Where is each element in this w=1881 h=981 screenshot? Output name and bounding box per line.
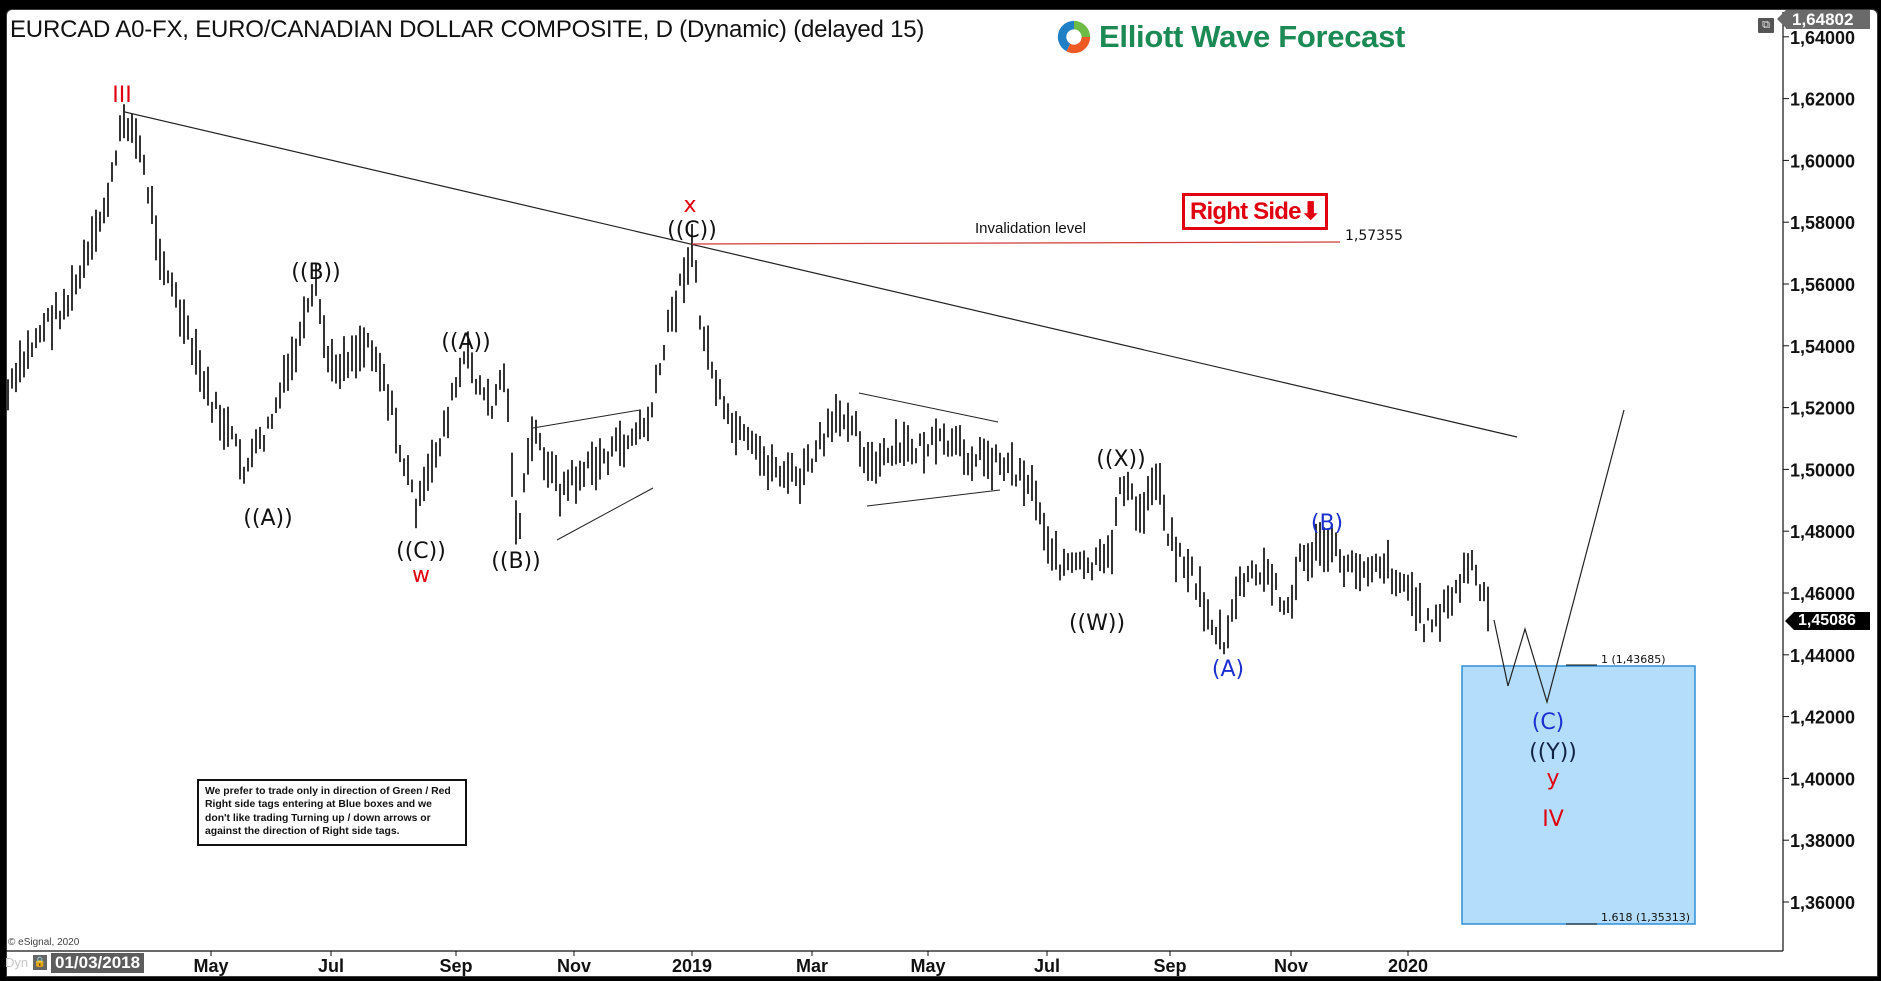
x-tick-label: May xyxy=(910,956,945,976)
trendline xyxy=(124,111,1518,438)
y-tick-label: 1,64000 xyxy=(1790,28,1855,48)
blue-box-zone xyxy=(1461,665,1696,925)
triangle-1-upper xyxy=(532,409,641,429)
y-tick-label: 1,44000 xyxy=(1790,646,1855,666)
projection-path xyxy=(1493,409,1625,705)
wave-label-y: y xyxy=(1546,766,1559,791)
triangle-2-upper xyxy=(858,392,999,423)
x-tick-label: Jul xyxy=(1034,956,1060,976)
brand-logo: Elliott Wave Forecast xyxy=(1055,18,1405,56)
x-tick-label: Jul xyxy=(318,956,344,976)
wave-label-IV: IV xyxy=(1542,807,1564,832)
y-tick-label: 1,38000 xyxy=(1790,831,1855,851)
y-tick-label: 1,54000 xyxy=(1790,337,1855,357)
wave-label-C2: ((C)) xyxy=(667,218,717,243)
wave-label-III: III xyxy=(112,83,131,108)
y-tick-label: 1,62000 xyxy=(1790,90,1855,110)
y-tick-label: 1,36000 xyxy=(1790,893,1855,913)
wave-label-B2: ((B)) xyxy=(491,549,540,574)
y-tick-label: 1,50000 xyxy=(1790,460,1855,480)
y-tick-label: 1,40000 xyxy=(1790,769,1855,789)
logo-text: Elliott Wave Forecast xyxy=(1099,19,1406,54)
x-tick-label: May xyxy=(193,956,228,976)
y-tick-label: 1,52000 xyxy=(1790,399,1855,419)
dynamic-label[interactable]: Dyn xyxy=(5,955,29,970)
y-tick-label: 1,56000 xyxy=(1790,275,1855,295)
y-tick-label: 1,58000 xyxy=(1790,213,1855,233)
x-tick-label: Sep xyxy=(439,956,472,976)
wave-label-C3: (C) xyxy=(1532,710,1565,735)
invalidation-line xyxy=(691,241,1341,245)
triangle-2-lower xyxy=(866,489,1001,507)
start-date-chip[interactable]: 01/03/2018 xyxy=(51,953,145,973)
x-axis[interactable]: May Jul Sep Nov 2019 Mar May Jul Sep Nov 2020 xyxy=(193,951,1428,976)
y-tick-label: 1,48000 xyxy=(1790,522,1855,542)
fib-1618-label: 1.618 (1,35313) xyxy=(1601,911,1690,924)
high-price-tag: 1,64802 xyxy=(1777,10,1870,29)
price-bars xyxy=(7,104,1489,655)
wave-label-A2: ((A)) xyxy=(441,330,490,355)
current-price-tag: 1,45086 xyxy=(1785,612,1870,630)
y-tick-label: 1,42000 xyxy=(1790,708,1855,728)
x-tick-label: Nov xyxy=(557,956,591,976)
fib-1-label: 1 (1,43685) xyxy=(1601,653,1666,666)
disclaimer-box: We prefer to trade only in direction of … xyxy=(197,779,467,846)
wave-label-B3: (B) xyxy=(1311,511,1343,536)
right-side-tag: Right Side⬇ xyxy=(1182,193,1328,230)
wave-label-W: ((W)) xyxy=(1069,611,1125,636)
restore-window-icon[interactable]: ⧉ xyxy=(1758,18,1774,33)
down-arrow-icon: ⬇ xyxy=(1300,198,1321,225)
wave-label-X: ((X)) xyxy=(1096,447,1145,472)
invalidation-value: 1,57355 xyxy=(1345,228,1403,244)
copyright-text: © eSignal, 2020 xyxy=(8,937,80,948)
wave-label-A3: (A) xyxy=(1212,657,1244,682)
wave-label-w: w xyxy=(412,563,430,588)
x-tick-label: Mar xyxy=(796,956,828,976)
x-tick-label: Nov xyxy=(1274,956,1308,976)
x-tick-label: 2019 xyxy=(672,956,712,976)
wave-label-A1: ((A)) xyxy=(243,506,292,531)
wave-label-Y: ((Y)) xyxy=(1529,740,1577,765)
x-tick-label: Sep xyxy=(1153,956,1186,976)
invalidation-label: Invalidation level xyxy=(975,220,1086,237)
y-tick-label: 1,46000 xyxy=(1790,584,1855,604)
wave-label-C1: ((C)) xyxy=(396,539,446,564)
right-side-label: Right Side xyxy=(1190,198,1301,225)
wave-label-B1: ((B)) xyxy=(291,260,340,285)
elliott-wave-logo-icon xyxy=(1057,20,1091,54)
x-tick-label: 2020 xyxy=(1388,956,1428,976)
y-tick-label: 1,60000 xyxy=(1790,151,1855,171)
lock-icon[interactable]: 🔒 xyxy=(33,955,47,970)
y-axis[interactable]: 1,36000 1,38000 1,40000 1,42000 1,44000 1,460… xyxy=(1783,28,1855,913)
wave-label-x: x xyxy=(683,193,696,218)
triangle-1-lower xyxy=(556,487,654,541)
chart-title: EURCAD A0-FX, EURO/CANADIAN DOLLAR COMPO… xyxy=(10,16,925,43)
